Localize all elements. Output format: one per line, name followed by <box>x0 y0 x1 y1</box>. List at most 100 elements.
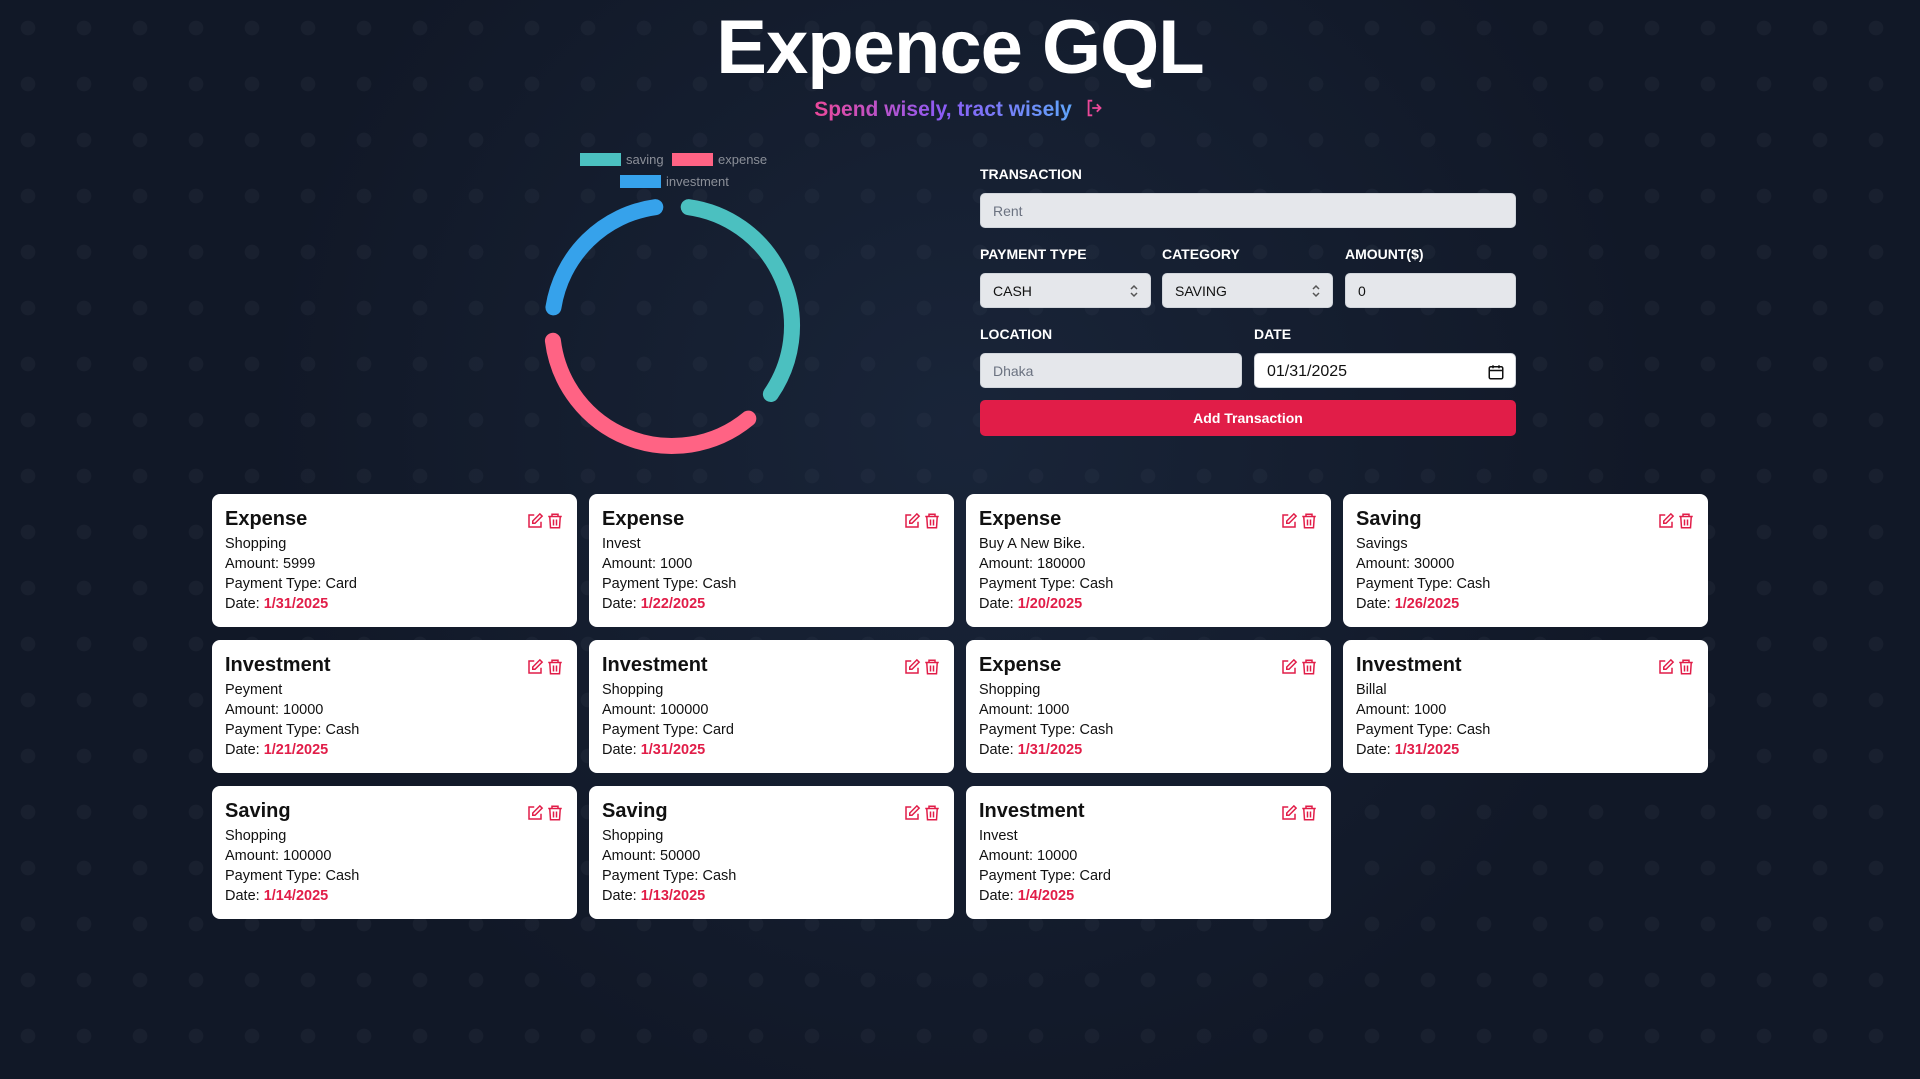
card-date-value: 1/31/2025 <box>1017 742 1083 758</box>
edit-icon[interactable] <box>903 804 921 822</box>
delete-icon[interactable] <box>1300 512 1318 530</box>
card-payment: Payment Type: Cash <box>1356 720 1695 740</box>
delete-icon[interactable] <box>1300 804 1318 822</box>
card-amount: Amount: 100000 <box>602 700 941 720</box>
card-description: Billal <box>1356 682 1387 698</box>
card-date-value: 1/14/2025 <box>263 888 329 904</box>
card-amount-label: Amount: <box>602 848 656 864</box>
card-payment: Payment Type: Cash <box>225 866 564 886</box>
category-label: CATEGORY <box>1162 246 1240 262</box>
card-actions <box>1280 512 1318 530</box>
select-chevron <box>1312 284 1320 298</box>
card-amount-value: 30000 <box>1414 556 1455 572</box>
card-description: Peyment <box>225 682 283 698</box>
card-amount: Amount: 180000 <box>979 554 1318 574</box>
card-payment-value: Cash <box>1079 722 1114 738</box>
delete-icon[interactable] <box>546 658 564 676</box>
card-date-value: 1/26/2025 <box>1394 596 1460 612</box>
card-payment: Payment Type: Cash <box>1356 574 1695 594</box>
edit-icon[interactable] <box>903 658 921 676</box>
card-amount: Amount: 1000 <box>1356 700 1695 720</box>
card-payment-value: Card <box>1079 868 1111 884</box>
transaction-label: TRANSACTION <box>980 166 1082 182</box>
card-amount: Amount: 1000 <box>602 554 941 574</box>
edit-icon[interactable] <box>903 512 921 530</box>
card-payment-label: Payment Type: <box>979 576 1076 592</box>
card-title: Saving <box>225 800 291 822</box>
card-payment: Payment Type: Cash <box>602 866 941 886</box>
card-amount-value: 1000 <box>1414 702 1447 718</box>
card-amount-value: 10000 <box>283 702 324 718</box>
card-actions <box>526 658 564 676</box>
card-payment-label: Payment Type: <box>225 868 322 884</box>
card-amount-label: Amount: <box>979 848 1033 864</box>
date-input[interactable]: 01/31/2025 <box>1254 353 1516 388</box>
card-payment-value: Cash <box>702 868 737 884</box>
delete-icon[interactable] <box>1677 512 1695 530</box>
card-amount: Amount: 5999 <box>225 554 564 574</box>
logout-icon[interactable] <box>1084 97 1106 119</box>
transaction-input[interactable]: Rent <box>980 193 1516 228</box>
card-title: Expense <box>979 654 1062 676</box>
amount-label: AMOUNT($) <box>1345 246 1424 262</box>
card-amount-label: Amount: <box>1356 556 1410 572</box>
card-amount-value: 10000 <box>1037 848 1078 864</box>
card-actions <box>903 512 941 530</box>
card-date-label: Date: <box>979 596 1014 612</box>
edit-icon[interactable] <box>1657 658 1675 676</box>
card-payment-label: Payment Type: <box>602 868 699 884</box>
card-amount: Amount: 100000 <box>225 846 564 866</box>
edit-icon[interactable] <box>1280 512 1298 530</box>
card-payment-value: Cash <box>325 722 360 738</box>
card-date: Date: 1/14/2025 <box>225 886 564 906</box>
doughnut-segment <box>544 332 757 454</box>
card-date-value: 1/13/2025 <box>640 888 706 904</box>
doughnut-segment <box>680 199 800 402</box>
card-date-value: 1/31/2025 <box>640 742 706 758</box>
delete-icon[interactable] <box>923 804 941 822</box>
card-date-label: Date: <box>979 742 1014 758</box>
location-input[interactable]: Dhaka <box>980 353 1242 388</box>
edit-icon[interactable] <box>526 804 544 822</box>
delete-icon[interactable] <box>1300 658 1318 676</box>
card-payment-label: Payment Type: <box>225 576 322 592</box>
edit-icon[interactable] <box>1280 658 1298 676</box>
transaction-card: Investment Invest Amount: 10000 Payment Typ… <box>966 786 1331 919</box>
delete-icon[interactable] <box>1677 658 1695 676</box>
card-date: Date: 1/31/2025 <box>602 740 941 760</box>
card-payment-label: Payment Type: <box>602 722 699 738</box>
card-title: Expense <box>979 508 1062 530</box>
amount-input[interactable]: 0 <box>1345 273 1516 308</box>
card-amount-value: 100000 <box>660 702 709 718</box>
card-title: Saving <box>1356 508 1422 530</box>
category-select[interactable]: SAVING <box>1162 273 1333 308</box>
transaction-card: Expense Shopping Amount: 5999 Payment Type:… <box>212 494 577 627</box>
card-date-value: 1/21/2025 <box>263 742 329 758</box>
card-amount: Amount: 1000 <box>979 700 1318 720</box>
delete-icon[interactable] <box>923 658 941 676</box>
card-date-value: 1/4/2025 <box>1017 888 1075 904</box>
card-date-value: 1/20/2025 <box>1017 596 1083 612</box>
card-amount-value: 50000 <box>660 848 701 864</box>
subtitle-row: Spend wisely, tract wisely <box>0 97 1920 122</box>
delete-icon[interactable] <box>546 804 564 822</box>
legend-swatch <box>580 153 621 166</box>
delete-icon[interactable] <box>923 512 941 530</box>
card-actions <box>526 512 564 530</box>
card-date: Date: 1/4/2025 <box>979 886 1318 906</box>
edit-icon[interactable] <box>526 658 544 676</box>
card-date: Date: 1/22/2025 <box>602 594 941 614</box>
card-payment-value: Cash <box>1079 576 1114 592</box>
delete-icon[interactable] <box>546 512 564 530</box>
add-transaction-button[interactable]: Add Transaction <box>980 400 1516 436</box>
edit-icon[interactable] <box>1657 512 1675 530</box>
card-date-label: Date: <box>225 888 260 904</box>
card-payment-label: Payment Type: <box>979 722 1076 738</box>
edit-icon[interactable] <box>526 512 544 530</box>
card-payment: Payment Type: Card <box>602 720 941 740</box>
payment-type-select[interactable]: CASH <box>980 273 1151 308</box>
card-payment-label: Payment Type: <box>602 576 699 592</box>
edit-icon[interactable] <box>1280 804 1298 822</box>
card-amount: Amount: 30000 <box>1356 554 1695 574</box>
